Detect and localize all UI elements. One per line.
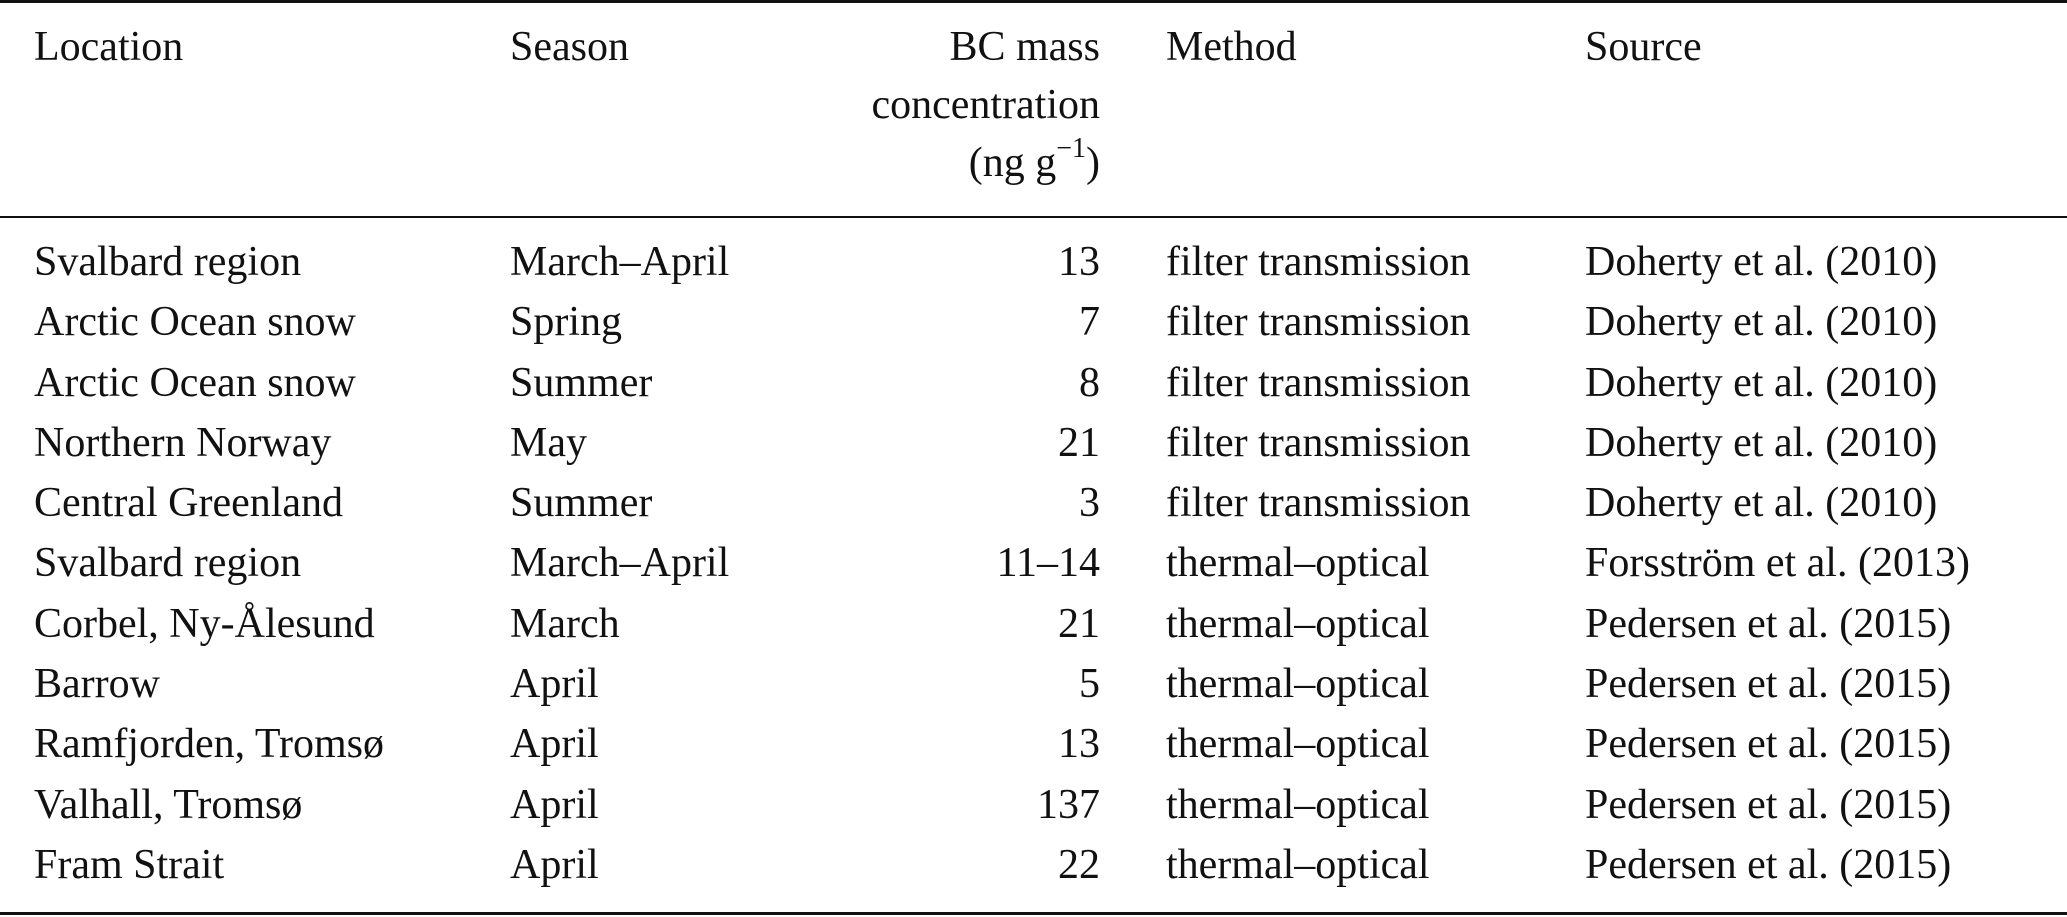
cell-source: Pedersen et al. (2015): [1585, 721, 1952, 768]
cell-location: Corbel, Ny-Ålesund: [34, 600, 375, 647]
cell-season: April: [510, 781, 599, 828]
cell-season: April: [510, 841, 599, 888]
table-row: Ramfjorden, Tromsø April 13 thermal–opti…: [0, 714, 2067, 774]
cell-location: Barrow: [34, 661, 160, 708]
cell-location: Svalbard region: [34, 540, 302, 587]
table-row: Corbel, Ny-Ålesund March 21 thermal–opti…: [0, 594, 2067, 654]
header-bc-mass-concentration: BC mass concentration (ng g−1): [871, 18, 1100, 192]
cell-method: thermal–optical: [1166, 600, 1430, 647]
cell-location: Central Greenland: [34, 480, 344, 527]
cell-source: Doherty et al. (2010): [1585, 480, 1938, 527]
cell-source: Doherty et al. (2010): [1585, 359, 1938, 406]
cell-season: Summer: [510, 480, 653, 527]
table-row: Central Greenland Summer 3 filter transm…: [0, 473, 2067, 533]
cell-location: Svalbard region: [34, 239, 302, 285]
table-top-rule: [0, 0, 2067, 3]
cell-season: March–April: [510, 239, 730, 285]
table-row: Fram Strait April 22 thermal–optical Ped…: [0, 835, 2067, 895]
cell-source: Pedersen et al. (2015): [1585, 600, 1952, 647]
cell-location: Arctic Ocean snow: [34, 359, 356, 406]
cell-location: Ramfjorden, Tromsø: [34, 721, 385, 768]
cell-bc-concentration: 8: [1079, 359, 1100, 406]
cell-source: Doherty et al. (2010): [1585, 239, 1938, 285]
cell-method: filter transmission: [1166, 359, 1471, 406]
header-bc-unit-exponent: −1: [1056, 133, 1086, 164]
table-bottom-rule: [0, 912, 2067, 915]
cell-season: Summer: [510, 359, 653, 406]
cell-bc-concentration: 7: [1079, 299, 1100, 346]
cell-season: March–April: [510, 540, 730, 587]
cell-season: April: [510, 721, 599, 768]
header-source: Source: [1585, 24, 1702, 70]
cell-bc-concentration: 22: [1058, 841, 1100, 888]
cell-bc-concentration: 11–14: [996, 540, 1100, 587]
cell-source: Doherty et al. (2010): [1585, 299, 1938, 346]
header-bc-line1: BC mass: [949, 24, 1100, 70]
cell-bc-concentration: 21: [1058, 600, 1100, 647]
cell-location: Arctic Ocean snow: [34, 299, 356, 346]
cell-bc-concentration: 137: [1037, 781, 1100, 828]
cell-source: Pedersen et al. (2015): [1585, 841, 1952, 888]
cell-method: thermal–optical: [1166, 661, 1430, 708]
cell-bc-concentration: 5: [1079, 661, 1100, 708]
table-header-rule: [0, 216, 2067, 218]
table-row: Svalbard region March–April 13 filter tr…: [0, 232, 2067, 292]
header-location: Location: [34, 24, 184, 70]
cell-season: April: [510, 661, 599, 708]
header-bc-unit-open: (ng g: [968, 140, 1057, 186]
cell-location: Northern Norway: [34, 419, 332, 466]
cell-location: Fram Strait: [34, 841, 225, 888]
table-row: Northern Norway May 21 filter transmissi…: [0, 413, 2067, 473]
table-body: Svalbard region March–April 13 filter tr…: [0, 232, 2067, 895]
header-method: Method: [1166, 24, 1297, 70]
cell-source: Forsström et al. (2013): [1585, 540, 1970, 587]
cell-season: March: [510, 600, 620, 647]
cell-bc-concentration: 13: [1058, 239, 1100, 285]
cell-bc-concentration: 3: [1079, 480, 1100, 527]
cell-season: Spring: [510, 299, 623, 346]
table-row: Svalbard region March–April 11–14 therma…: [0, 533, 2067, 593]
cell-source: Pedersen et al. (2015): [1585, 661, 1952, 708]
cell-bc-concentration: 13: [1058, 721, 1100, 768]
cell-location: Valhall, Tromsø: [34, 781, 303, 828]
table-row: Arctic Ocean snow Spring 7 filter transm…: [0, 292, 2067, 352]
cell-method: filter transmission: [1166, 419, 1471, 466]
cell-season: May: [510, 419, 587, 466]
cell-bc-concentration: 21: [1058, 419, 1100, 466]
header-bc-line2: concentration: [871, 82, 1100, 128]
cell-method: thermal–optical: [1166, 721, 1430, 768]
cell-method: thermal–optical: [1166, 841, 1430, 888]
cell-method: filter transmission: [1166, 299, 1471, 346]
header-bc-unit: (ng g−1): [871, 134, 1100, 192]
header-season: Season: [510, 24, 629, 70]
header-bc-unit-close: ): [1086, 140, 1100, 186]
cell-source: Doherty et al. (2010): [1585, 419, 1938, 466]
cell-method: thermal–optical: [1166, 781, 1430, 828]
cell-method: thermal–optical: [1166, 540, 1430, 587]
table-row: Arctic Ocean snow Summer 8 filter transm…: [0, 353, 2067, 413]
table-row: Barrow April 5 thermal–optical Pedersen …: [0, 654, 2067, 714]
table-row: Valhall, Tromsø April 137 thermal–optica…: [0, 775, 2067, 835]
cell-source: Pedersen et al. (2015): [1585, 781, 1952, 828]
cell-method: filter transmission: [1166, 239, 1471, 285]
cell-method: filter transmission: [1166, 480, 1471, 527]
